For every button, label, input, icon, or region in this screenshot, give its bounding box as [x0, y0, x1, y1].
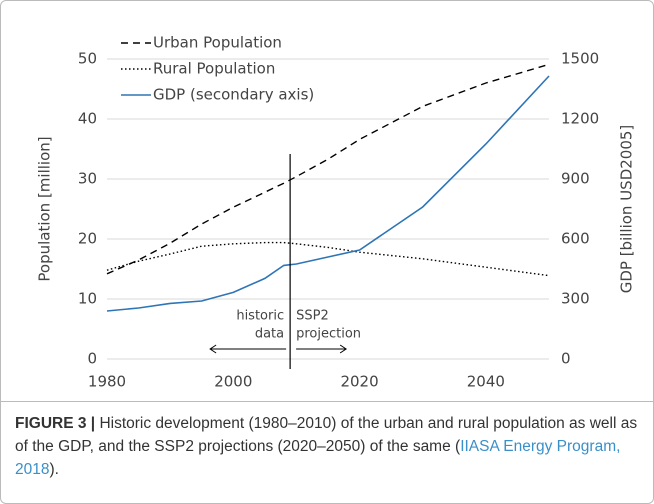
data-line	[106, 241, 550, 277]
y-tick-label: 40	[78, 110, 97, 128]
y2-tick-label: 0	[561, 350, 571, 368]
arrow-right	[296, 344, 348, 354]
caption: FIGURE 3 | Historic development (1980–20…	[1, 401, 653, 503]
x-tick-label: 1980	[88, 373, 126, 391]
caption-label: FIGURE 3 |	[15, 415, 96, 432]
legend-label: Urban Population	[153, 34, 282, 52]
x-tick-label: 2040	[467, 373, 505, 391]
chart: Population [million] GDP [billion USD200…	[36, 34, 636, 391]
annotation-text: SSP2	[296, 309, 329, 324]
y2-tick-label: 300	[561, 290, 590, 308]
y-tick-label: 20	[78, 230, 97, 248]
y2-tick-label: 600	[561, 230, 590, 248]
y2-tick-label: 1200	[561, 110, 599, 128]
y-tick-label: 0	[87, 350, 97, 368]
y-axis-title: Population [million]	[36, 136, 54, 281]
y-tick-label: 30	[78, 170, 97, 188]
annotation-text: projection	[296, 327, 361, 342]
legend-label: GDP (secondary axis)	[153, 86, 314, 104]
data-line	[106, 63, 550, 275]
annotation-text: historic	[236, 309, 284, 324]
arrow-left	[209, 344, 287, 354]
x-tick-label: 2000	[214, 373, 252, 391]
data-line	[106, 75, 550, 312]
y-tick-label: 10	[78, 290, 97, 308]
legend-label: Rural Population	[153, 60, 275, 78]
y-tick-label: 50	[78, 50, 97, 68]
caption-tail: ).	[49, 461, 59, 478]
caption-text: Historic development (1980–2010) of the …	[15, 415, 638, 455]
y2-tick-label: 1500	[561, 50, 599, 68]
caption-link[interactable]: IIASA Energy Program, 2018	[15, 438, 621, 478]
y2-axis-title: GDP [billion USD2005]	[618, 125, 636, 294]
x-tick-label: 2020	[340, 373, 378, 391]
y2-tick-label: 900	[561, 170, 590, 188]
annotation-text: data	[255, 327, 284, 342]
